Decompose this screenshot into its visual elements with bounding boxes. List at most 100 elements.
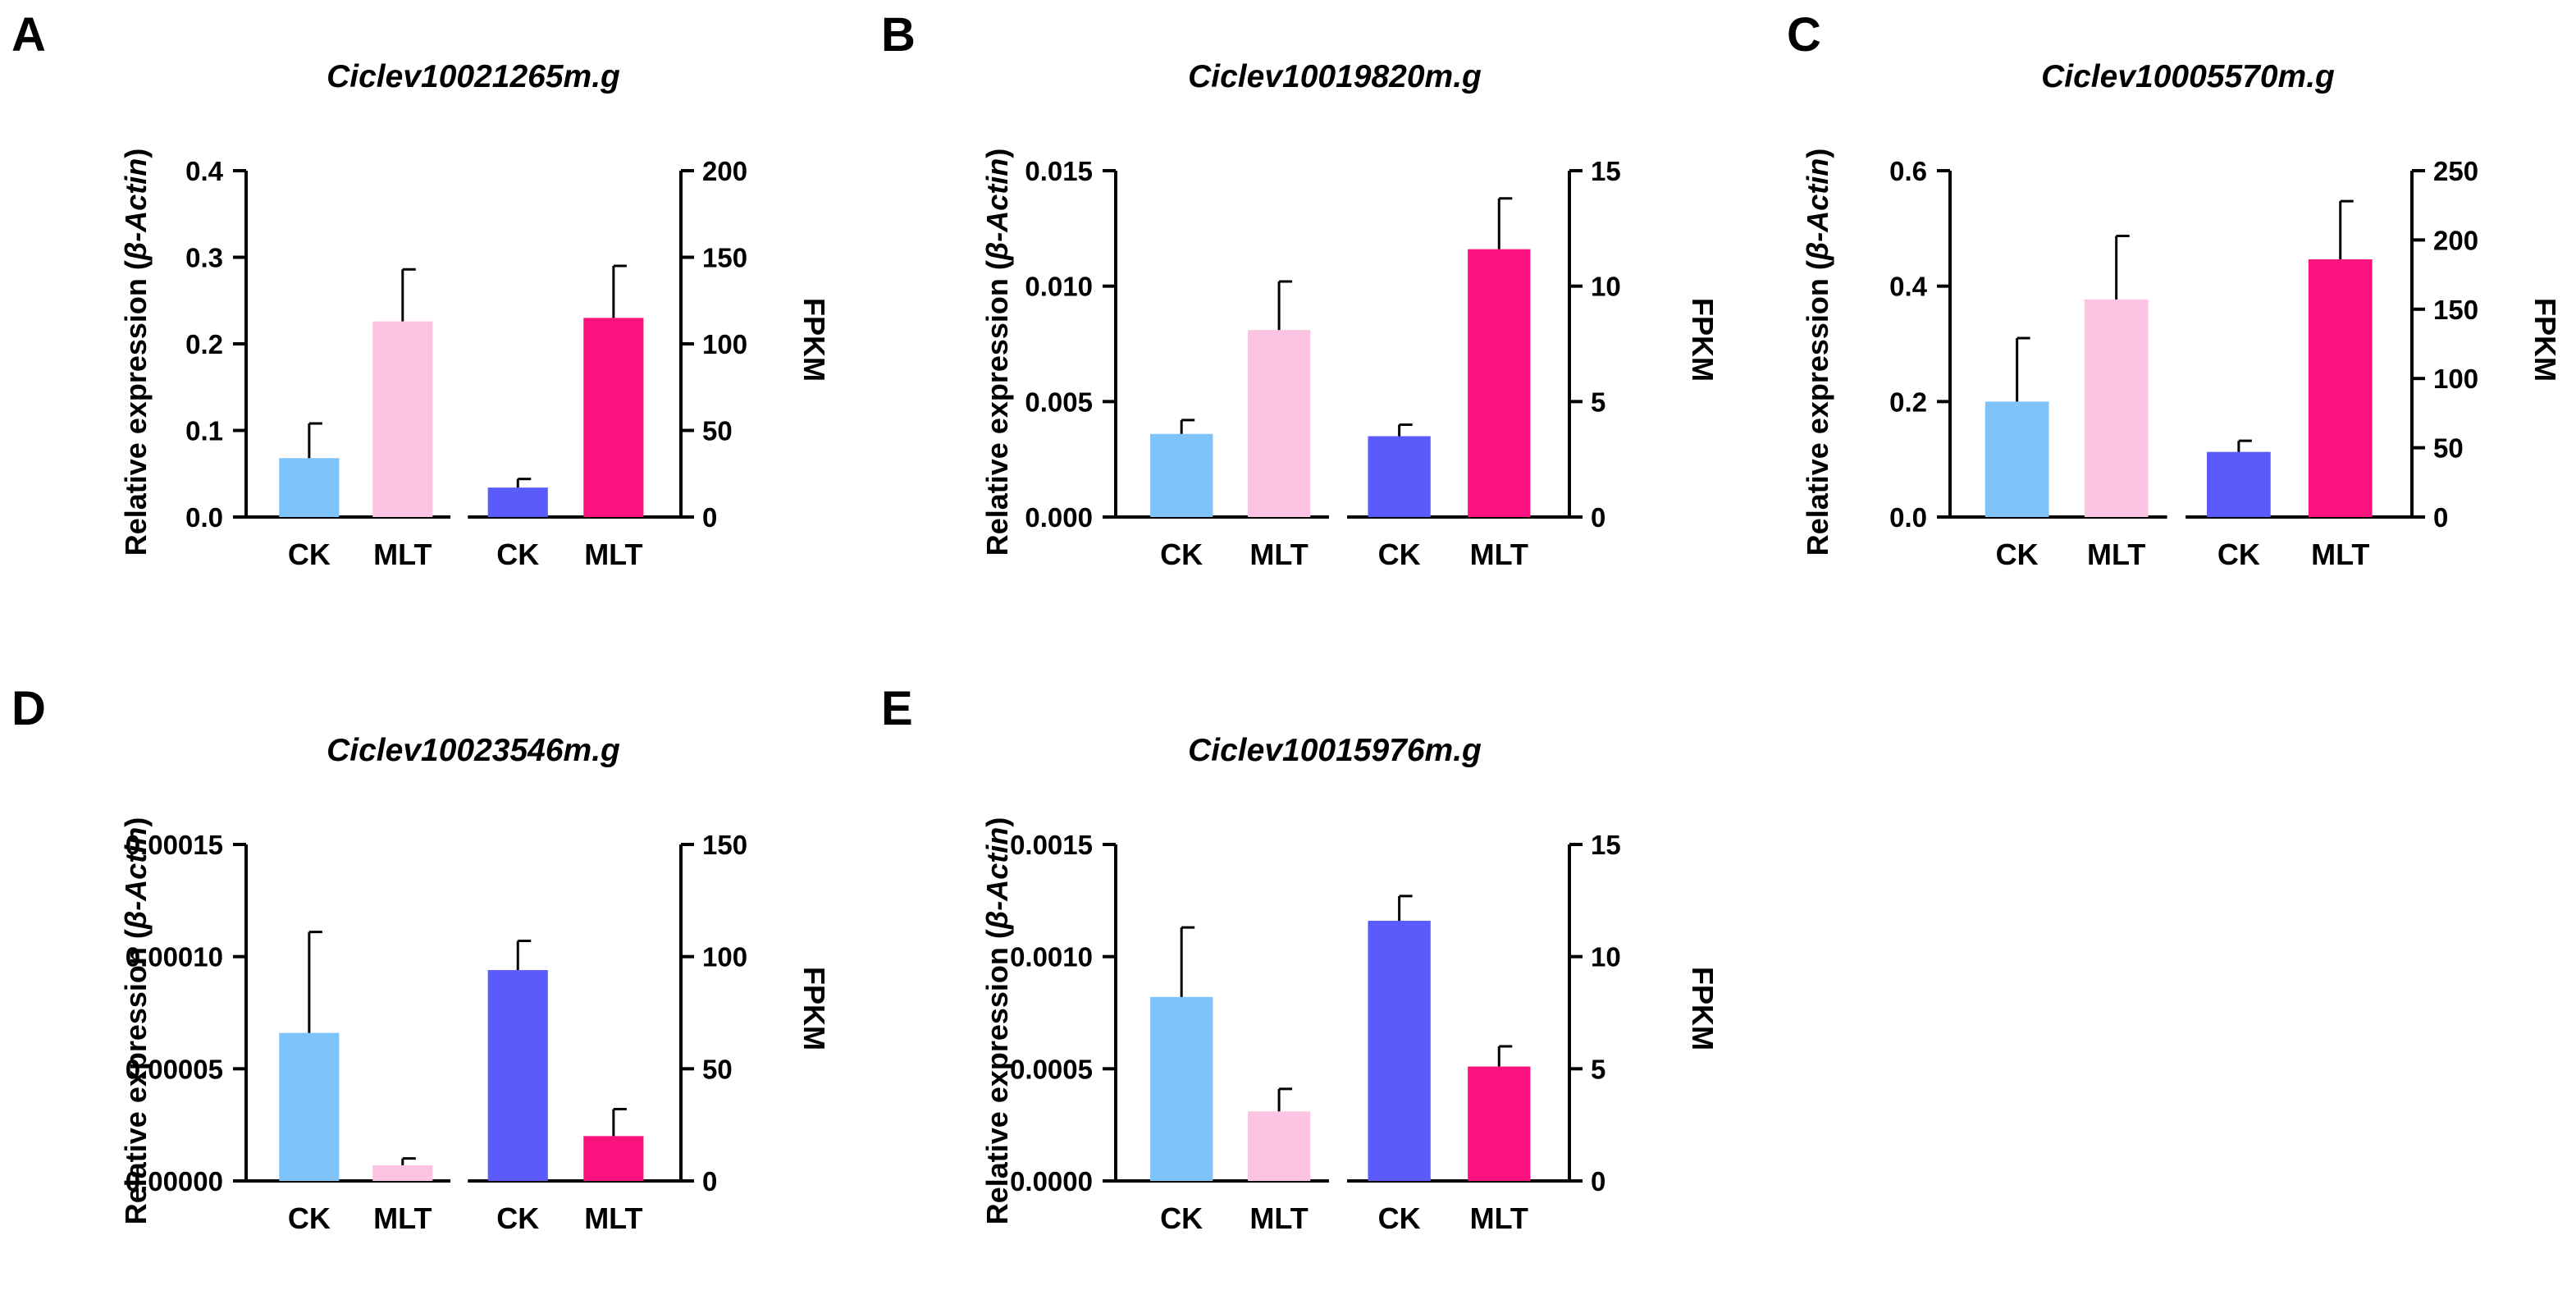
left-tick-label: 0.0 xyxy=(1889,502,1927,533)
x-tick-label: CK xyxy=(1378,1201,1421,1235)
rel-mlt-bar xyxy=(372,321,433,517)
chart-title: Ciclev10019820m.g xyxy=(1188,59,1482,94)
fpkm-ck-bar xyxy=(487,487,548,517)
y-axis-label-italic: β-Actin xyxy=(980,158,1014,261)
y2-axis-label: FPKM xyxy=(1686,967,1720,1050)
left-tick-label: 0.00000 xyxy=(126,1166,223,1197)
y-axis-label-text: ) xyxy=(980,149,1014,158)
x-tick-label: CK xyxy=(1378,538,1421,571)
y-axis-label-text: Relative expression ( xyxy=(980,929,1014,1224)
rel-mlt-bar xyxy=(1247,330,1311,517)
rel-mlt-bar xyxy=(2084,299,2149,517)
chart-title: Ciclev10015976m.g xyxy=(1188,733,1482,768)
chart-svg: 0.00000 0.00005 0.00010 0.00015 0 50 100 150 CK M… xyxy=(119,817,831,1235)
right-tick-label: 150 xyxy=(2433,295,2478,325)
fpkm-mlt-bar xyxy=(583,1136,644,1181)
left-tick-label: 0.0015 xyxy=(1010,830,1093,860)
x-tick-label: MLT xyxy=(373,538,432,571)
left-tick-label: 0.000 xyxy=(1025,502,1093,533)
y-axis-label: Relative expression (β-Actin) xyxy=(1801,149,1834,556)
left-tick-label: 0.2 xyxy=(1889,387,1927,417)
y2-axis-label: FPKM xyxy=(797,967,831,1050)
right-tick-label: 50 xyxy=(702,416,733,446)
x-tick-label: MLT xyxy=(584,538,642,571)
fpkm-mlt-bar xyxy=(1468,249,1531,517)
panel-label: A xyxy=(11,8,46,62)
y-axis-label-italic: β-Actin xyxy=(119,827,153,930)
fpkm-ck-bar xyxy=(1368,920,1431,1181)
rel-ck-bar xyxy=(1150,433,1213,517)
y-axis-label-italic: β-Actin xyxy=(980,827,1014,930)
x-tick-label: MLT xyxy=(1249,538,1308,571)
left-tick-label: 0.00015 xyxy=(126,830,223,860)
left-tick-label: 0.0000 xyxy=(1010,1166,1093,1197)
chart-svg: 0.0000 0.0005 0.0010 0.0015 0 5 10 15 CK MLT CK MLT… xyxy=(980,817,1720,1235)
right-tick-label: 200 xyxy=(2433,225,2478,255)
rel-ck-bar xyxy=(1985,401,2049,517)
right-tick-label: 150 xyxy=(702,830,747,860)
right-tick-label: 5 xyxy=(1591,387,1605,417)
left-tick-label: 0.0005 xyxy=(1010,1054,1093,1084)
panel-label: D xyxy=(11,682,46,735)
x-tick-label: MLT xyxy=(1470,1201,1528,1235)
x-tick-label: MLT xyxy=(373,1201,432,1235)
chart-title: Ciclev10005570m.g xyxy=(2041,59,2335,94)
x-tick-label: CK xyxy=(496,1201,539,1235)
left-tick-label: 0.4 xyxy=(185,156,224,186)
y-axis-label-text: Relative expression ( xyxy=(980,260,1014,556)
right-tick-label: 50 xyxy=(2433,433,2464,464)
right-tick-label: 0 xyxy=(702,1166,717,1197)
left-tick-label: 0.00010 xyxy=(126,942,223,972)
fpkm-ck-bar xyxy=(1368,436,1431,517)
y-axis-label: Relative expression (β-Actin) xyxy=(119,817,153,1225)
right-tick-label: 0 xyxy=(702,502,717,533)
right-tick-label: 15 xyxy=(1591,156,1621,186)
panel-label: B xyxy=(881,8,916,62)
panel-d: D Ciclev10023546m.g 0.00000 0.00005 0.0001… xyxy=(0,648,861,1295)
y-axis-label-italic: β-Actin xyxy=(1801,158,1834,261)
y-axis-label-text: ) xyxy=(1801,149,1834,158)
chart-svg: 0.0 0.1 0.2 0.3 0.4 0 50 100 150 200 CK MLT CK MLT Rel… xyxy=(119,149,831,571)
y2-axis-label: FPKM xyxy=(797,298,831,382)
x-tick-label: MLT xyxy=(1249,1201,1308,1235)
x-tick-label: CK xyxy=(2217,538,2260,571)
y2-axis-label: FPKM xyxy=(2528,298,2562,382)
fpkm-ck-bar xyxy=(2207,451,2271,517)
panel-b: B Ciclev10019820m.g 0.000 0.005 0.010 0.015… xyxy=(861,0,1723,648)
right-tick-label: 5 xyxy=(1591,1054,1605,1084)
left-tick-label: 0.00005 xyxy=(126,1054,223,1084)
x-tick-label: MLT xyxy=(584,1201,642,1235)
left-tick-label: 0.005 xyxy=(1025,387,1093,417)
y-axis-label-text: Relative expression ( xyxy=(1801,260,1834,556)
fpkm-mlt-bar xyxy=(2308,259,2373,517)
panel-label: C xyxy=(1787,8,1821,62)
panel-label: E xyxy=(881,682,913,735)
y-axis-label: Relative expression (β-Actin) xyxy=(119,149,153,556)
x-tick-label: CK xyxy=(1160,538,1203,571)
right-tick-label: 100 xyxy=(2433,364,2478,394)
right-tick-label: 10 xyxy=(1591,942,1621,972)
left-tick-label: 0.2 xyxy=(185,329,223,359)
right-tick-label: 0 xyxy=(1591,502,1605,533)
x-tick-label: MLT xyxy=(2311,538,2369,571)
right-tick-label: 0 xyxy=(2433,502,2448,533)
y2-axis-label: FPKM xyxy=(1686,298,1720,382)
y-axis-label-text: Relative expression ( xyxy=(119,260,153,556)
y-axis-label-text: Relative expression ( xyxy=(119,929,153,1224)
panel-a: A Ciclev10021265m.g 0.0 0.1 0.2 0.3 0.4 0 50 10… xyxy=(0,0,861,648)
rel-mlt-bar xyxy=(372,1165,433,1181)
left-tick-label: 0.6 xyxy=(1889,156,1927,186)
y-axis-label-italic: β-Actin xyxy=(119,158,153,261)
y-axis-label: Relative expression (β-Actin) xyxy=(980,817,1014,1225)
right-tick-label: 10 xyxy=(1591,272,1621,302)
chart-svg: 0.000 0.005 0.010 0.015 0 5 10 15 CK MLT CK MLT Rela… xyxy=(980,149,1720,571)
right-tick-label: 150 xyxy=(702,243,747,273)
y-axis-label: Relative expression (β-Actin) xyxy=(980,149,1014,556)
left-tick-label: 0.010 xyxy=(1025,272,1093,302)
left-tick-label: 0.3 xyxy=(185,243,223,273)
x-tick-label: CK xyxy=(288,1201,331,1235)
y-axis-label-text: ) xyxy=(980,817,1014,827)
left-tick-label: 0.4 xyxy=(1889,272,1928,302)
x-tick-label: MLT xyxy=(1470,538,1528,571)
